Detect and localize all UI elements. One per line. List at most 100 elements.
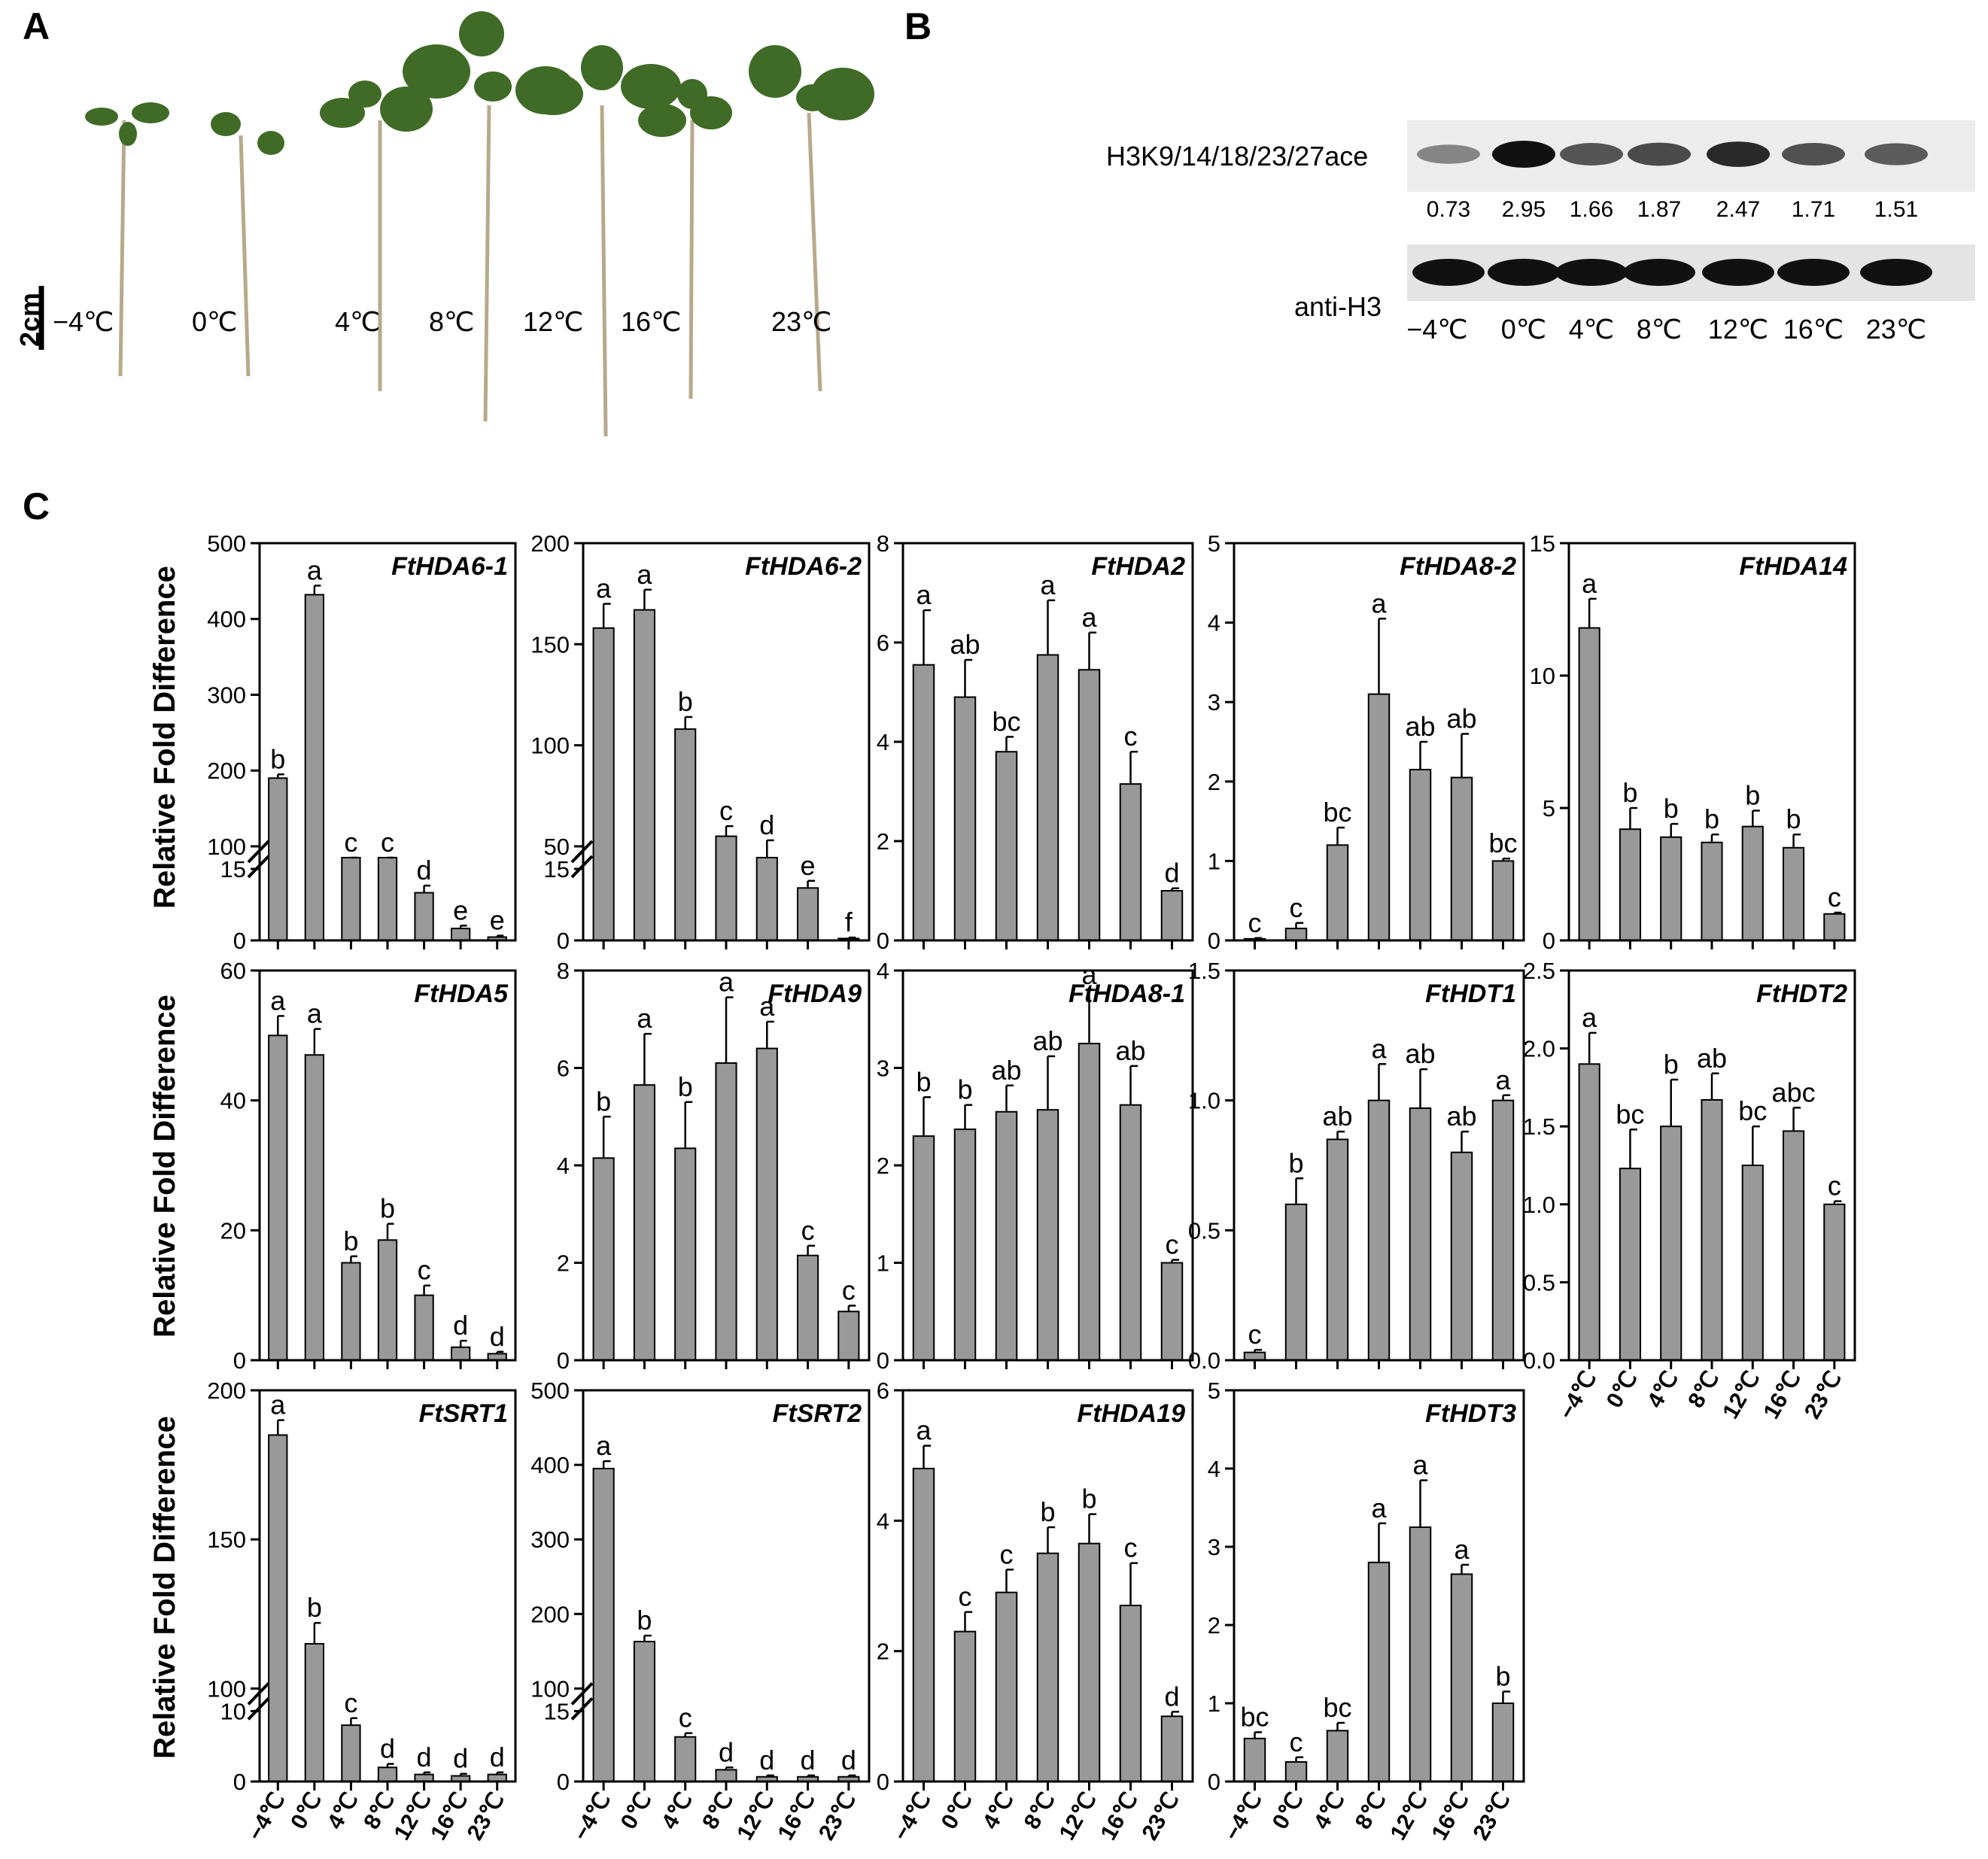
significance-letter: b — [1622, 777, 1637, 808]
bar — [755, 1047, 778, 1361]
bar — [592, 1468, 615, 1783]
bar — [1119, 1104, 1142, 1361]
bar — [1284, 1203, 1308, 1362]
axis-break-mask — [249, 1691, 460, 1709]
seedling-4 — [320, 80, 433, 391]
y-tick-label: 3 — [1208, 1534, 1220, 1560]
bar — [1660, 1125, 1683, 1361]
blot-temp-label: −4℃ — [1406, 314, 1467, 345]
significance-letter: c — [1248, 907, 1262, 938]
temp-label-a-4: 12℃ — [523, 306, 583, 337]
significance-letter: a — [1454, 1534, 1470, 1565]
significance-letter: a — [719, 967, 734, 998]
bar — [1078, 1043, 1101, 1361]
significance-letter: c — [344, 1687, 357, 1718]
blot-temp-label: 23℃ — [1866, 314, 1926, 345]
significance-letter: c — [1290, 892, 1303, 923]
significance-letter: a — [637, 559, 652, 590]
y-tick-label: 200 — [530, 1601, 570, 1627]
blot-value: 1.51 — [1874, 197, 1918, 222]
plot-frame — [1233, 542, 1525, 942]
significance-letter: e — [801, 850, 816, 881]
y-tick-label: 15 — [1530, 530, 1555, 557]
chart-fthda8-2: c c bc a ab ab bc 0 1 2 3 4 5 FtHDA8-2 — [1208, 530, 1525, 954]
y-tick-label: 0 — [877, 1769, 889, 1795]
y-tick-label: 0 — [1208, 928, 1220, 954]
blot-temp-label: 0℃ — [1501, 314, 1546, 345]
y-tick-label: 500 — [207, 530, 246, 557]
y-tick-label: 200 — [530, 530, 570, 557]
significance-letter: bc — [1488, 828, 1517, 858]
significance-letter: b — [957, 1074, 972, 1105]
bar — [1409, 1526, 1432, 1782]
y-tick-label: 200 — [207, 758, 246, 784]
bar — [1741, 825, 1764, 942]
significance-letter: c — [1828, 1171, 1841, 1201]
significance-letter: c — [344, 827, 357, 858]
bar — [1409, 1107, 1432, 1361]
significance-letter: d — [417, 1742, 432, 1772]
bar — [304, 1642, 325, 1782]
bar — [633, 1084, 655, 1361]
blot-temp-label: 12℃ — [1708, 314, 1768, 345]
y-tick-label: 400 — [207, 606, 246, 633]
temp-label-a-3: 8℃ — [429, 306, 474, 337]
y-tick-label: 15 — [220, 856, 246, 882]
h3-band — [1555, 259, 1628, 286]
significance-letter: bc — [1738, 1095, 1767, 1126]
ace-band — [1417, 144, 1480, 164]
chart-title: FtHDA6-1 — [391, 552, 508, 581]
bar — [341, 1724, 361, 1783]
significance-letter: a — [1371, 1493, 1387, 1523]
chart-title: FtHDA9 — [768, 980, 862, 1008]
bar — [414, 892, 434, 942]
significance-letter: c — [959, 1581, 972, 1612]
bar — [1284, 928, 1308, 942]
significance-letter: ab — [1697, 1043, 1727, 1074]
y-axis-label-row3: Relative Fold Difference — [148, 1416, 181, 1759]
y-tick-label: 0 — [233, 1769, 246, 1795]
bar — [1119, 1605, 1142, 1782]
significance-letter: ab — [1446, 1101, 1476, 1131]
x-tick-label: 23℃ — [463, 1788, 509, 1845]
seedling-12 — [523, 45, 681, 437]
significance-letter: a — [270, 1390, 286, 1420]
bar — [912, 1135, 935, 1362]
significance-letter: e — [453, 895, 468, 925]
significance-letter: d — [841, 1745, 856, 1775]
significance-letter: a — [307, 554, 323, 585]
y-tick-label: 2 — [877, 828, 889, 855]
x-tick-label: 0℃ — [616, 1788, 657, 1833]
x-tick-label: 12℃ — [390, 1788, 436, 1845]
seedling-8 — [403, 11, 576, 422]
significance-letter: d — [453, 1310, 468, 1341]
bar — [1367, 1099, 1391, 1361]
y-tick-label: 0 — [557, 1347, 570, 1374]
temp-label-a-5: 16℃ — [621, 306, 681, 337]
significance-letter: b — [343, 1226, 358, 1256]
x-tick-label: 16℃ — [426, 1788, 473, 1845]
x-tick-label: −4℃ — [889, 1788, 936, 1845]
seedling-16 — [638, 79, 732, 399]
bar — [797, 1254, 819, 1361]
y-tick-label: 15 — [544, 1698, 570, 1724]
bar — [1284, 1761, 1308, 1782]
bar — [1491, 860, 1515, 942]
y-tick-label: 50 — [544, 834, 570, 860]
significance-letter: b — [380, 1193, 395, 1224]
h3-band — [1623, 259, 1695, 286]
y-tick-label: 100 — [207, 1675, 246, 1702]
x-tick-label: −4℃ — [243, 1788, 290, 1845]
bar — [1660, 836, 1683, 941]
bar — [953, 1630, 977, 1783]
y-tick-label: 15 — [544, 856, 570, 882]
y-tick-label: 1.0 — [1523, 1192, 1555, 1218]
x-tick-label: 16℃ — [1759, 1367, 1806, 1423]
blot-bands — [1412, 141, 1932, 286]
y-tick-label: 0 — [233, 928, 246, 954]
